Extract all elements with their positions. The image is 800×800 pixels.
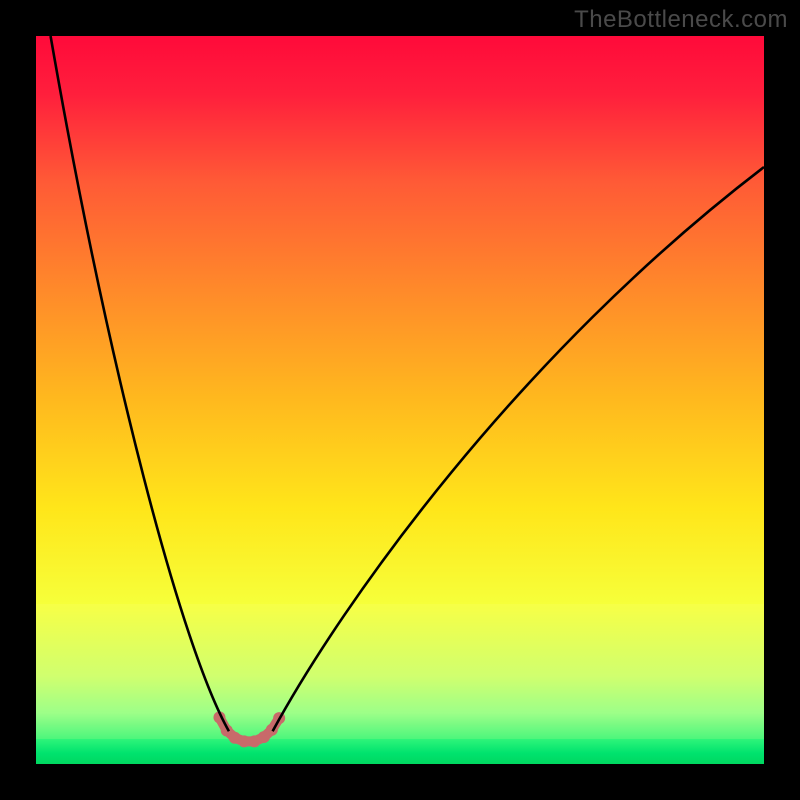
plot-area <box>36 36 764 764</box>
bottleneck-curve-right <box>273 167 764 731</box>
watermark-text: TheBottleneck.com <box>574 6 788 34</box>
bottleneck-curve-left <box>51 36 229 731</box>
curve-layer <box>36 36 764 764</box>
chart-frame <box>0 0 800 800</box>
